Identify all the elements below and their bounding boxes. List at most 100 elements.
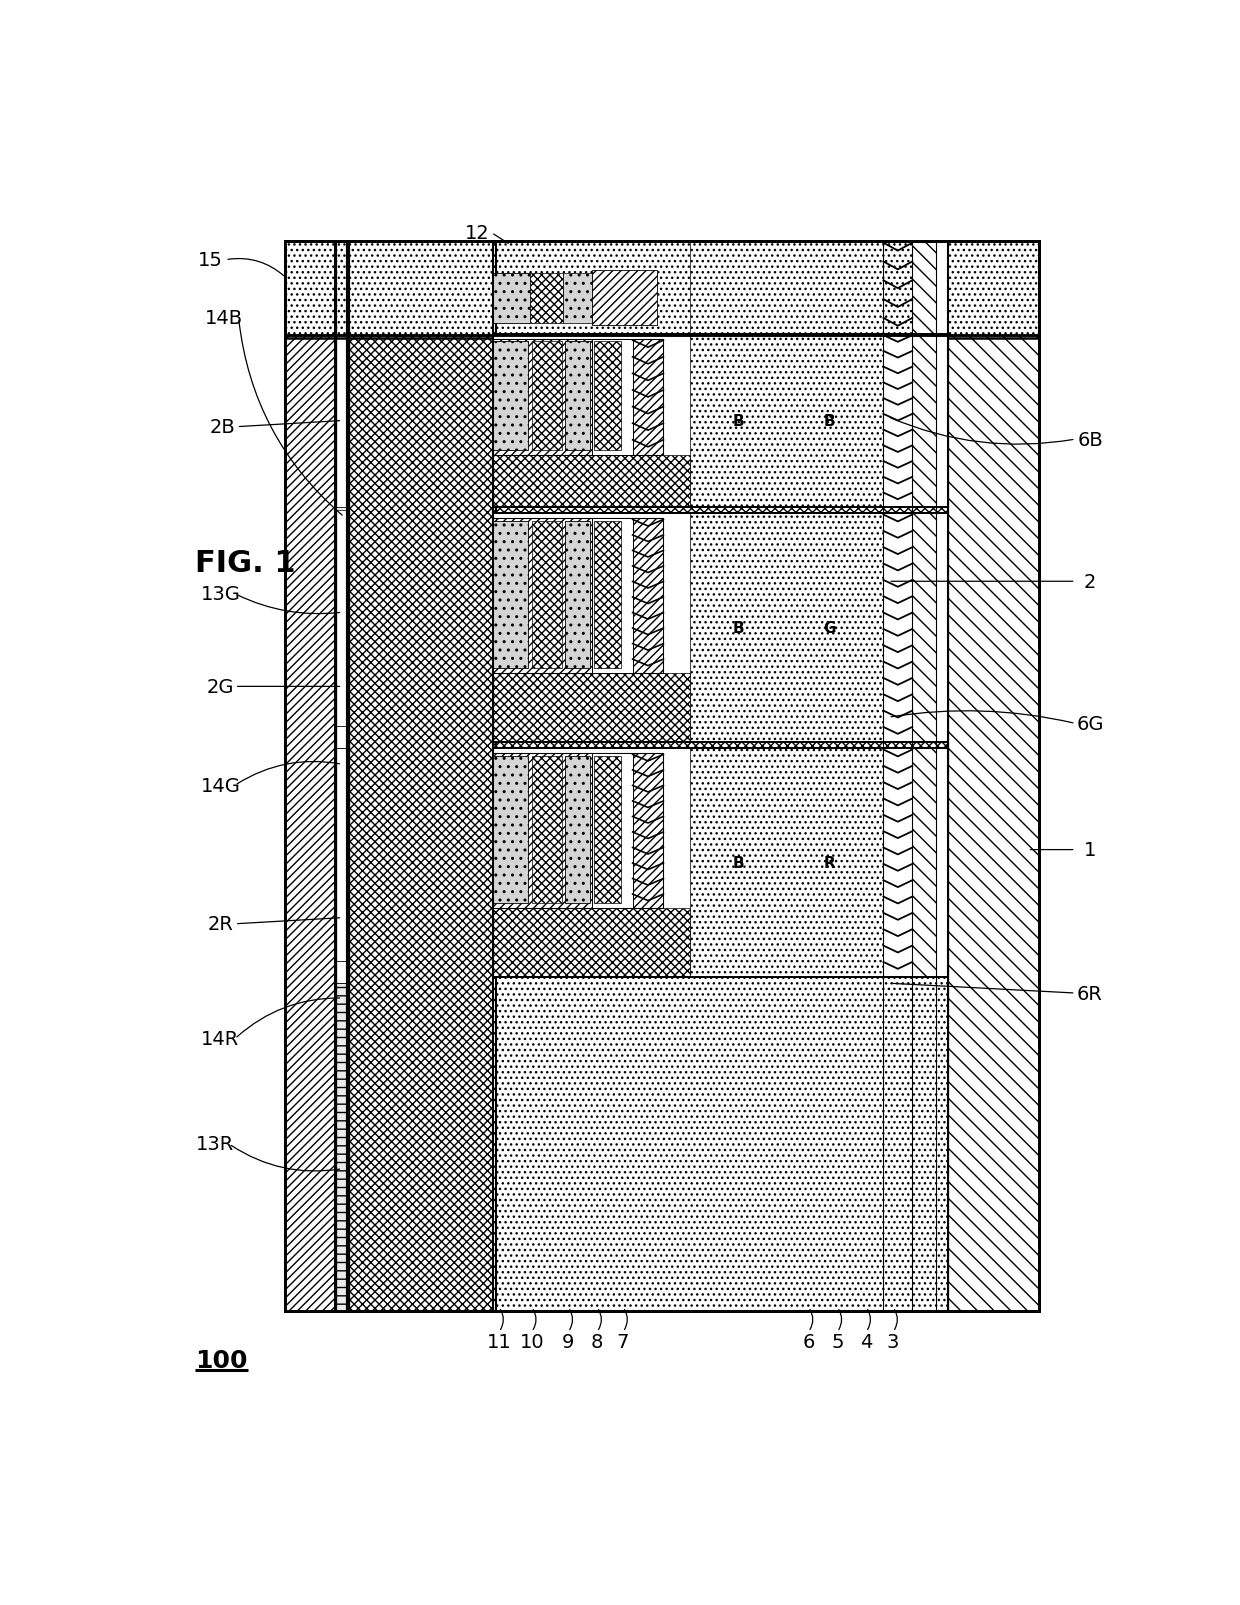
Bar	[593, 518, 632, 674]
Bar	[336, 738, 350, 748]
Bar	[336, 745, 350, 961]
Text: 100: 100	[196, 1348, 248, 1372]
Text: 6R: 6R	[1078, 984, 1104, 1003]
Bar	[913, 242, 936, 335]
Bar	[532, 756, 562, 904]
Bar	[494, 274, 529, 324]
Text: 14R: 14R	[201, 1030, 239, 1048]
Bar	[336, 331, 350, 507]
Bar	[494, 522, 528, 669]
Bar	[285, 242, 1039, 335]
Text: 4: 4	[861, 1332, 872, 1351]
Text: 2B: 2B	[210, 417, 236, 437]
Bar	[285, 242, 1039, 1311]
Bar	[285, 242, 1039, 1311]
Text: 2G: 2G	[207, 677, 234, 697]
Text: B: B	[733, 414, 744, 429]
Text: 13R: 13R	[196, 1135, 233, 1154]
Text: G: G	[823, 621, 836, 636]
Bar	[593, 754, 632, 908]
Bar	[563, 274, 593, 324]
Bar	[494, 756, 528, 904]
Bar	[494, 335, 947, 507]
Bar	[335, 990, 347, 1311]
Text: 8: 8	[591, 1332, 603, 1351]
Bar	[565, 342, 590, 451]
Bar	[936, 335, 947, 507]
Text: 9: 9	[562, 1332, 574, 1351]
Bar	[913, 514, 936, 743]
Bar	[691, 514, 883, 743]
Bar	[336, 727, 350, 748]
Bar	[565, 756, 590, 904]
Text: 12: 12	[465, 223, 490, 242]
Bar	[336, 504, 350, 507]
Bar	[285, 242, 1039, 1311]
Bar	[532, 522, 562, 669]
Text: 11: 11	[486, 1332, 511, 1351]
Text: B: B	[733, 621, 744, 636]
Bar	[494, 242, 947, 1311]
Bar	[336, 984, 350, 1311]
Text: 10: 10	[520, 1332, 544, 1351]
Bar	[335, 242, 347, 1311]
Text: 14B: 14B	[205, 310, 243, 327]
Text: 2: 2	[1084, 573, 1096, 591]
Bar	[350, 242, 494, 1311]
Bar	[285, 242, 1039, 339]
Text: 1: 1	[1084, 841, 1096, 860]
Bar	[494, 674, 691, 743]
Bar	[494, 456, 691, 507]
Bar	[494, 977, 947, 1311]
Text: 7: 7	[616, 1332, 629, 1351]
Bar	[691, 748, 883, 977]
Bar	[494, 335, 947, 507]
Text: 3: 3	[887, 1332, 899, 1351]
Bar	[494, 518, 663, 674]
Text: 2R: 2R	[207, 915, 233, 934]
Bar	[565, 522, 590, 669]
Bar	[494, 514, 947, 743]
Text: 15: 15	[198, 250, 223, 270]
Bar	[691, 242, 883, 335]
Bar	[691, 335, 883, 507]
Bar	[335, 507, 347, 523]
Bar	[532, 342, 562, 451]
Bar	[947, 242, 1039, 1311]
Bar	[494, 748, 947, 977]
Bar	[936, 242, 947, 335]
Bar	[936, 748, 947, 977]
Bar	[529, 274, 563, 324]
Bar	[594, 342, 621, 451]
Bar	[336, 510, 350, 727]
Text: 6G: 6G	[1076, 714, 1104, 733]
Bar	[335, 743, 347, 758]
Bar	[285, 242, 336, 1311]
Bar	[494, 754, 663, 908]
Text: 6B: 6B	[1078, 430, 1102, 449]
Bar	[494, 908, 691, 977]
Bar	[285, 242, 1039, 1311]
Bar	[494, 340, 663, 456]
Text: 13G: 13G	[201, 584, 241, 603]
Bar	[913, 335, 936, 507]
Bar	[594, 756, 621, 904]
Bar	[593, 271, 657, 326]
Bar	[335, 977, 347, 992]
Bar	[936, 514, 947, 743]
Text: R: R	[823, 855, 836, 870]
Bar	[494, 748, 947, 977]
Text: FIG. 1: FIG. 1	[196, 549, 296, 578]
Bar	[336, 961, 350, 984]
Text: 5: 5	[831, 1332, 843, 1351]
Bar	[347, 242, 496, 1311]
Bar	[913, 748, 936, 977]
Bar	[494, 342, 528, 451]
Bar	[494, 514, 947, 743]
Bar	[594, 522, 621, 669]
Bar	[593, 340, 632, 456]
Text: B: B	[733, 855, 744, 870]
Text: 6: 6	[802, 1332, 815, 1351]
Text: 14G: 14G	[201, 777, 241, 796]
Bar	[335, 743, 347, 754]
